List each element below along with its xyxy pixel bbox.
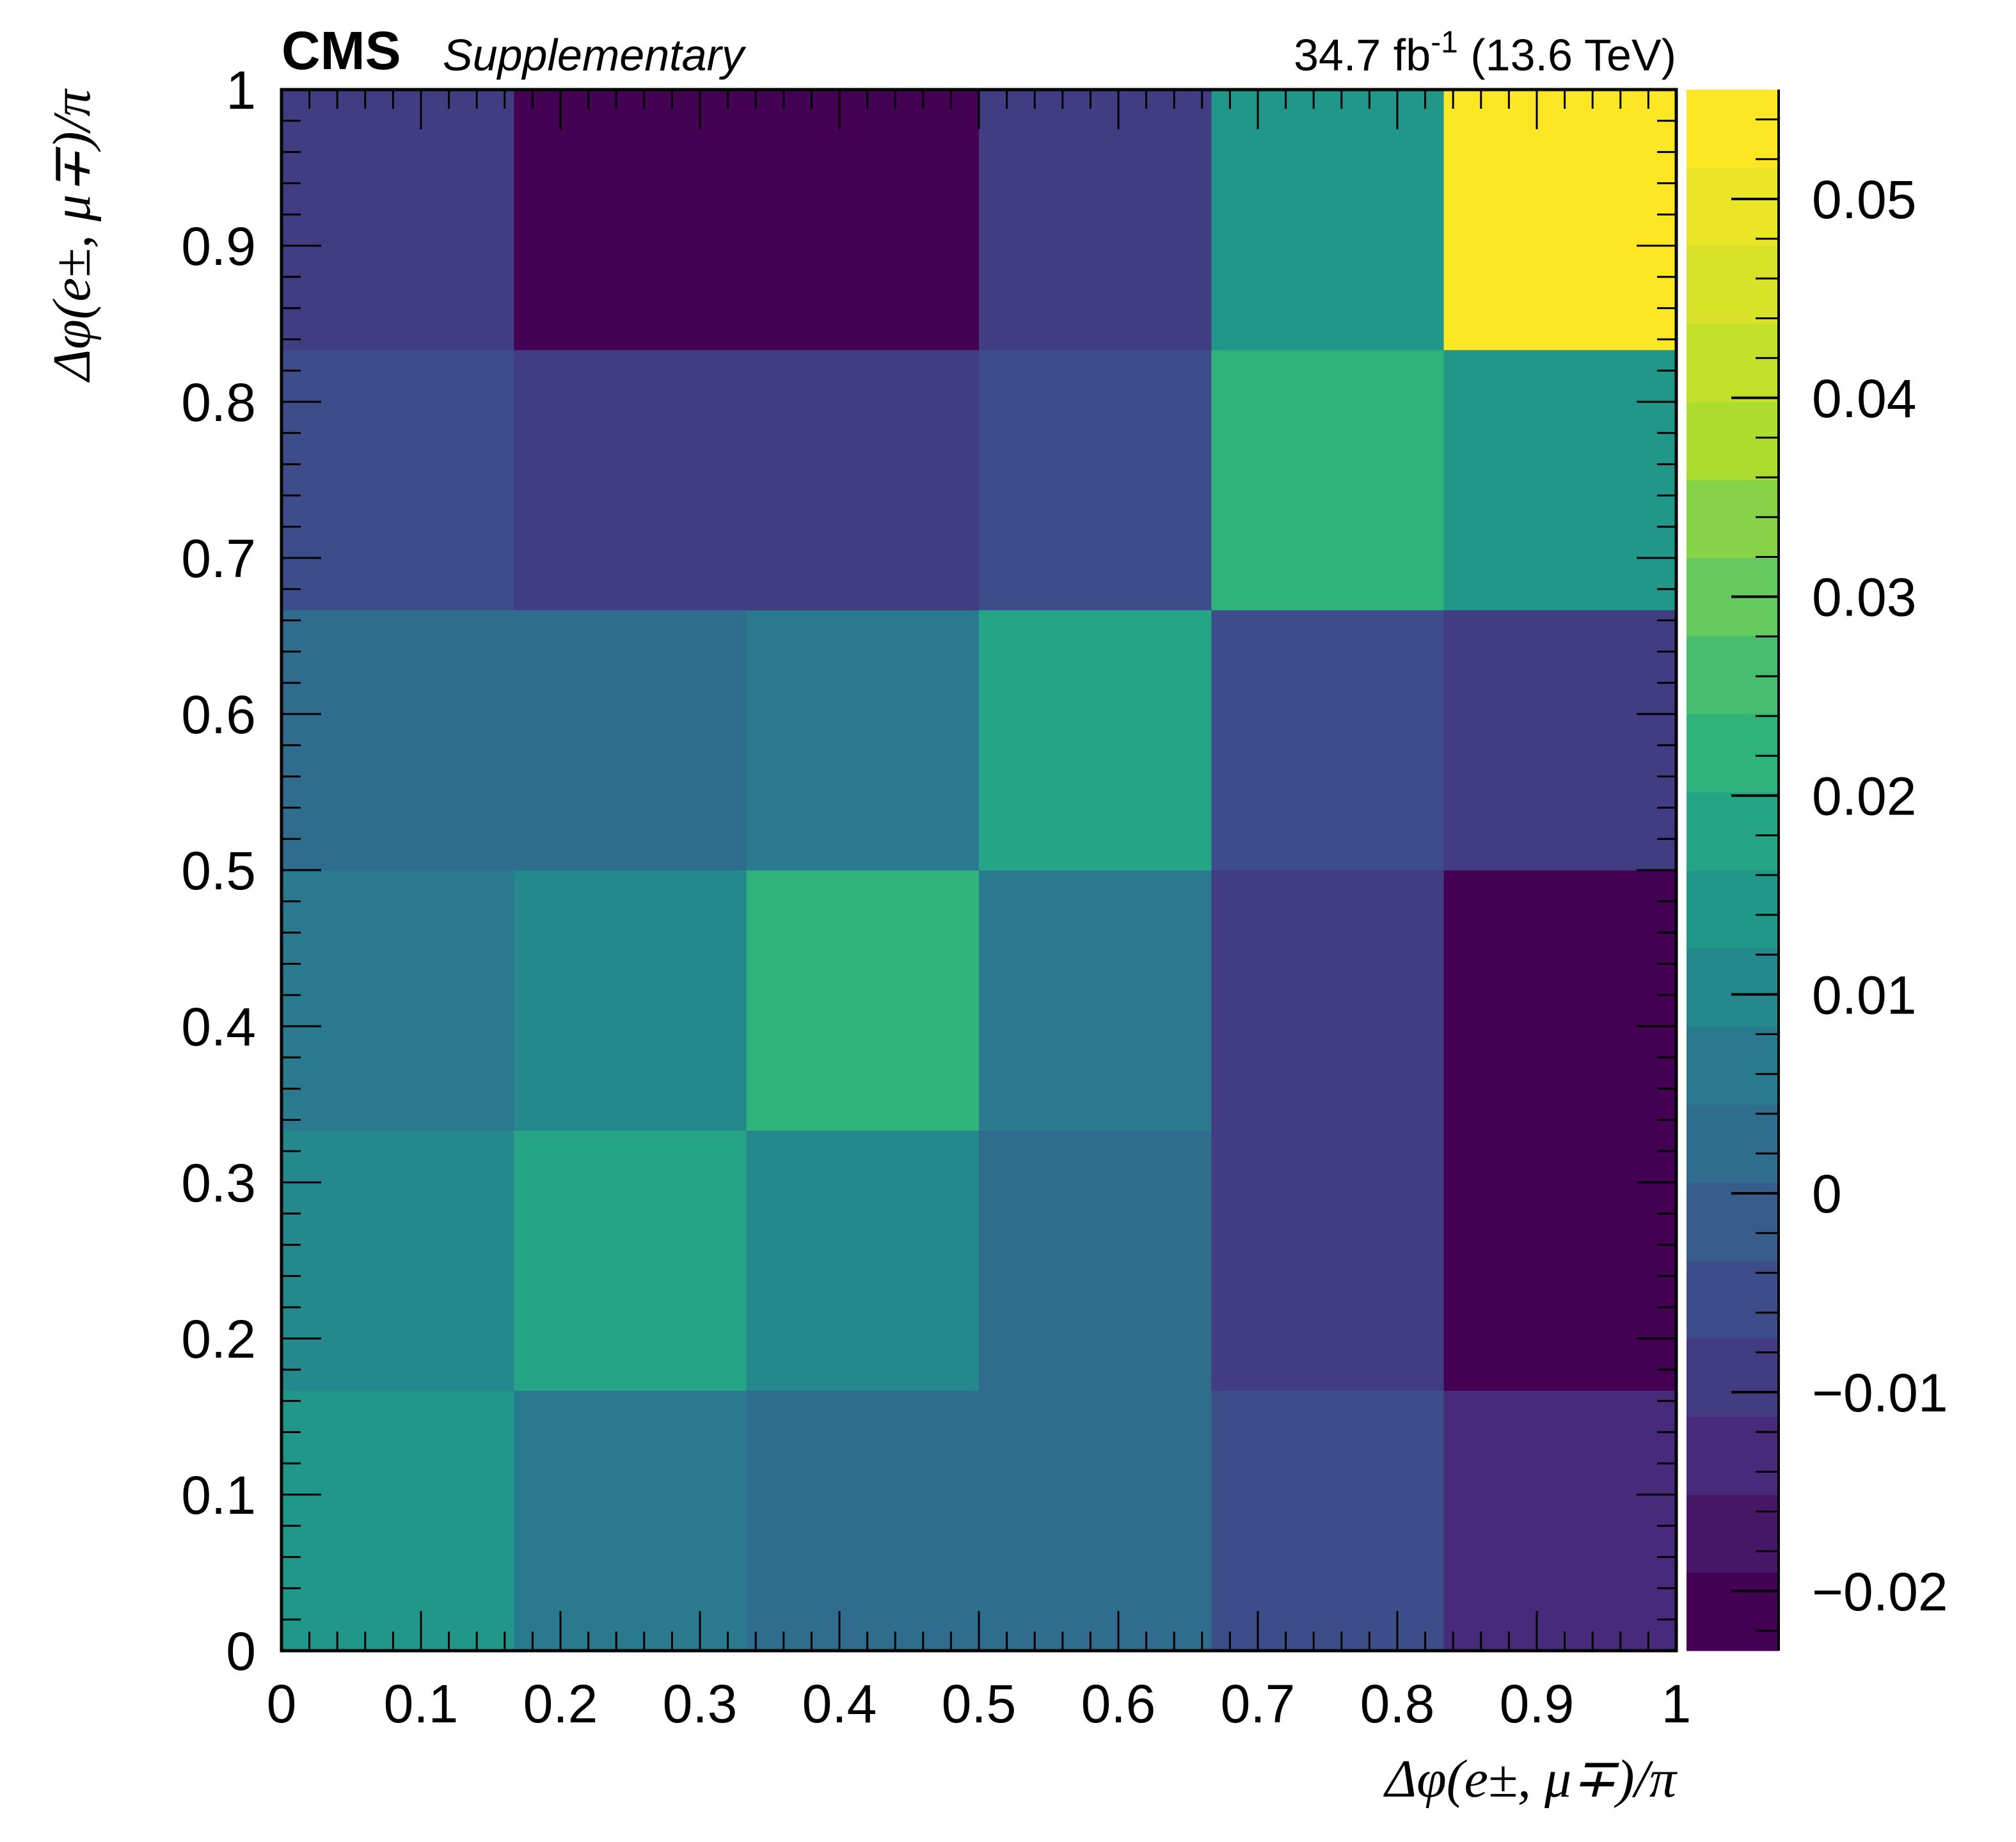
colorbar-level [1687,1026,1779,1105]
colorbar-tick-label: 0.04 [1812,369,1917,429]
y-tick-label: 0.2 [181,1309,256,1369]
colorbar-tick-label: −0.02 [1812,1562,1948,1622]
x-tick-label: 0.2 [523,1674,598,1734]
heatmap-cell [514,90,747,351]
heatmap-cell [1443,1390,1677,1651]
heatmap-cell [282,870,514,1131]
heatmap-cells [282,90,1677,1651]
colorbar-level [1687,168,1779,246]
colorbar-level [1687,714,1779,793]
y-tick-label: 1 [226,60,256,120]
colorbar-level [1687,324,1779,402]
status-label: Supplementary [443,30,747,80]
heatmap-cell [979,610,1212,871]
y-tick-label: 0.9 [181,216,256,276]
heatmap-cell [1443,870,1677,1131]
heatmap-cell [1211,1390,1445,1651]
heatmap-cell [1443,610,1677,871]
heatmap-cell [282,610,514,871]
heatmap-cell [282,1130,514,1391]
x-tick-label: 0.4 [802,1674,877,1734]
heatmap-cell [1443,349,1677,610]
heatmap-cell [514,610,747,871]
y-tick-label: 0.3 [181,1153,256,1213]
heatmap-cell [1211,90,1445,351]
x-tick-label: 0.1 [384,1674,459,1734]
x-tick-label: 0.3 [663,1674,738,1734]
heatmap-cell [979,1130,1212,1391]
colorbar-tick-label: 0.05 [1812,170,1917,230]
colorbar-tick-label: 0.03 [1812,568,1917,628]
colorbar-level [1687,870,1779,949]
heatmap-cell [979,870,1212,1131]
heatmap-cell [1211,610,1445,871]
y-tick-label: 0.6 [181,685,256,745]
heatmap-cell [746,1390,980,1651]
heatmap-cell [746,870,980,1131]
colorbar-level [1687,480,1779,559]
heatmap-cell [514,1390,747,1651]
heatmap-cell [514,870,747,1131]
heatmap-cell [282,349,514,610]
y-axis-title: Δφ(e±, μ∓)/π [42,88,102,383]
heatmap-cell [1211,1130,1445,1391]
heatmap-cell [282,90,514,351]
colorbar-tick-label: −0.01 [1812,1363,1948,1423]
energy-value: (13.6 TeV) [1458,30,1676,80]
heatmap-cell [979,90,1212,351]
colorbar-level [1687,90,1779,168]
x-axis-title: Δφ(e±, μ∓)/π [1383,1749,1678,1809]
x-tick-label: 0.7 [1221,1674,1296,1734]
colorbar-level [1687,1104,1779,1183]
colorbar: −0.02 −0.01 0 0.01 0.02 0.03 0.04 0.05 [1687,90,1948,1651]
lumi-value: 34.7 fb [1294,30,1431,80]
heatmap-cell [1443,1130,1677,1391]
x-tick-label: 0 [267,1674,297,1734]
y-tick-label: 0.5 [181,841,256,901]
heatmap-cell [514,1130,747,1391]
x-tick-label: 0.6 [1081,1674,1156,1734]
heatmap-cell [1443,90,1677,351]
heatmap-cell [746,349,980,610]
colorbar-tick-label: 0.02 [1812,766,1917,826]
experiment-label: CMS [282,20,401,81]
heatmap-cell [746,610,980,871]
heatmap-cell [979,1390,1212,1651]
y-tick-label: 0 [226,1621,256,1681]
axis-ticks: 0 0.1 0.2 0.3 0.4 0.5 0.6 0.7 0.8 0.9 1 0 0.1 0.2 0.3 0… [181,60,1691,1734]
colorbar-level [1687,1573,1779,1651]
heatmap-cell [514,349,747,610]
x-tick-label: 0.9 [1500,1674,1575,1734]
x-tick-label: 1 [1662,1674,1692,1734]
x-tick-label: 0.5 [942,1674,1017,1734]
heatmap-cell [746,1130,980,1391]
colorbar-level [1687,1182,1779,1261]
colorbar-level [1687,1338,1779,1417]
colorbar-tick-label: 0 [1812,1164,1842,1224]
colorbar-level [1687,948,1779,1027]
colorbar-tick-label: 0.01 [1812,965,1917,1025]
lumi-exponent: -1 [1431,26,1458,60]
colorbar-level [1687,246,1779,324]
y-tick-label: 0.1 [181,1465,256,1525]
heatmap-cell [979,349,1212,610]
heatmap-cell [1211,349,1445,610]
y-tick-label: 0.8 [181,372,256,433]
heatmap-cell [282,1390,514,1651]
colorbar-level [1687,792,1779,871]
lumi-label: 34.7 fb-1 (13.6 TeV) [1294,26,1676,80]
colorbar-level [1687,636,1779,715]
colorbar-level [1687,1495,1779,1573]
heatmap-cell [746,90,980,351]
colorbar-level [1687,402,1779,480]
heatmap-cell [1211,870,1445,1131]
y-tick-label: 0.7 [181,528,256,589]
colorbar-level [1687,1417,1779,1495]
x-tick-label: 0.8 [1360,1674,1435,1734]
y-tick-label: 0.4 [181,997,256,1057]
